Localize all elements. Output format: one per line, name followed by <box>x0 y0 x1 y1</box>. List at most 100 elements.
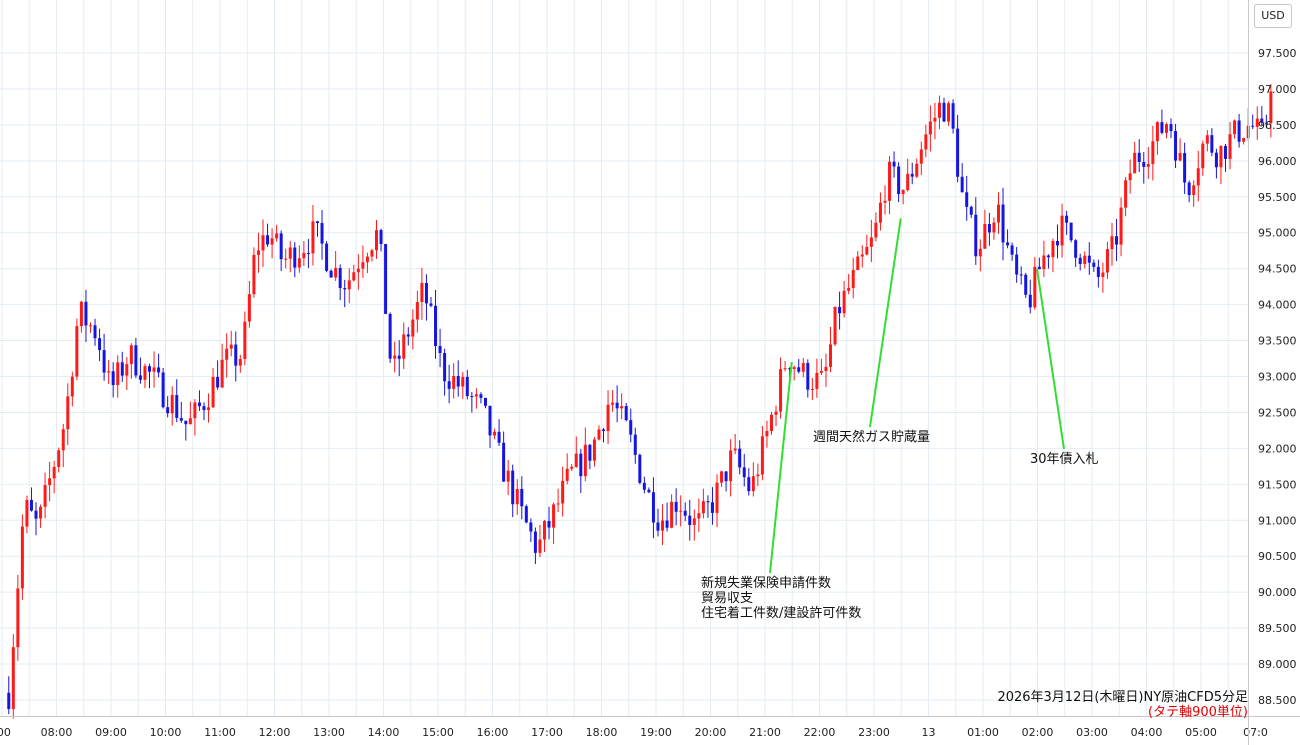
candle-down <box>479 394 483 398</box>
candle-down <box>638 454 642 483</box>
candle-down <box>1087 255 1091 263</box>
candle-up <box>729 450 733 482</box>
candle-up <box>779 369 783 412</box>
candle-up <box>869 237 873 247</box>
candle-down <box>98 338 102 351</box>
candle-up <box>606 404 610 432</box>
candle-up <box>170 395 174 414</box>
annotation-label: 住宅着工件数/建設許可件数 <box>701 605 861 621</box>
candle-down <box>1115 236 1119 245</box>
candle-up <box>774 411 778 415</box>
candle-up <box>243 321 247 359</box>
x-tick-label: 12:00 <box>259 726 291 739</box>
candle-down <box>1169 124 1173 132</box>
candle-up <box>978 248 982 257</box>
candle-down <box>1046 255 1050 258</box>
candle-up <box>365 256 369 263</box>
candle-up <box>402 334 406 359</box>
candle-up <box>856 256 860 270</box>
candle-down <box>1056 240 1060 246</box>
candle-down <box>1174 131 1178 161</box>
candle-down <box>1001 204 1005 243</box>
candle-up <box>1124 180 1128 208</box>
candle-up <box>919 149 923 164</box>
x-tick-label: 13:00 <box>313 726 345 739</box>
candle-up <box>452 375 456 389</box>
candle-down <box>688 515 692 525</box>
candle-down <box>443 353 447 382</box>
candle-up <box>679 510 683 512</box>
candle-down <box>84 301 88 326</box>
currency-badge[interactable]: USD <box>1254 4 1292 28</box>
candle-down <box>956 128 960 177</box>
x-tick-label: 01:00 <box>967 726 999 739</box>
candle-up <box>284 258 288 260</box>
candle-down <box>724 471 728 482</box>
candle-up <box>88 325 92 327</box>
candle-up <box>415 302 419 320</box>
candle-up <box>592 439 596 461</box>
candle-down <box>279 233 283 260</box>
candle-down <box>488 405 492 436</box>
candle-up <box>874 222 878 238</box>
candle-down <box>656 522 660 531</box>
candle-down <box>1160 122 1164 133</box>
candle-down <box>806 362 810 390</box>
candle-down <box>406 334 410 337</box>
x-tick-label: 05:00 <box>1185 726 1217 739</box>
candle-down <box>960 176 964 193</box>
candle-up <box>815 372 819 389</box>
candle-up <box>847 287 851 291</box>
candle-down <box>266 235 270 245</box>
x-tick-label: 17:00 <box>531 726 563 739</box>
candle-up <box>79 301 83 327</box>
candle-up <box>515 488 519 505</box>
y-tick-label: 89.500 <box>1258 622 1297 635</box>
candle-up <box>692 518 696 525</box>
candle-down <box>1010 245 1014 255</box>
candle-down <box>1187 182 1191 196</box>
candle-down <box>502 442 506 482</box>
y-tick-label: 90.500 <box>1258 550 1297 563</box>
candle-down <box>615 402 619 409</box>
candle-up <box>1105 249 1109 273</box>
candle-up <box>561 480 565 504</box>
candle-up <box>1192 185 1196 196</box>
candle-down <box>1210 135 1214 153</box>
candle-up <box>947 103 951 122</box>
candle-down <box>1065 215 1069 223</box>
candle-down <box>910 173 914 177</box>
candle-up <box>1196 168 1200 186</box>
candle-down <box>120 362 124 376</box>
y-tick-label: 91.500 <box>1258 478 1297 491</box>
candle-down <box>7 692 11 709</box>
candle-down <box>102 350 106 373</box>
candle-down <box>1142 161 1146 167</box>
candle-down <box>1015 254 1019 275</box>
annotation-label: 新規失業保険申請件数 <box>701 575 831 591</box>
candle-down <box>602 429 606 432</box>
candle-up <box>474 394 478 397</box>
candle-up <box>765 431 769 437</box>
x-tick-label: 04:00 <box>1131 726 1163 739</box>
candle-up <box>43 485 47 507</box>
candle-up <box>311 221 315 254</box>
candle-up <box>565 468 569 481</box>
candle-up <box>229 344 233 349</box>
candle-up <box>1119 207 1123 245</box>
candle-down <box>397 355 401 359</box>
candle-up <box>801 362 805 372</box>
candle-up <box>792 367 796 369</box>
candle-up <box>1178 152 1182 161</box>
candle-up <box>225 348 229 360</box>
candle-up <box>143 366 147 380</box>
candle-up <box>1242 138 1246 142</box>
candle-down <box>1028 294 1032 308</box>
candle-down <box>315 221 319 224</box>
candle-up <box>760 436 764 475</box>
candle-up <box>125 364 129 376</box>
candle-up <box>107 371 111 373</box>
x-tick-label: 20:00 <box>695 726 727 739</box>
candle-up <box>860 254 864 257</box>
y-tick-label: 92.500 <box>1258 406 1297 419</box>
